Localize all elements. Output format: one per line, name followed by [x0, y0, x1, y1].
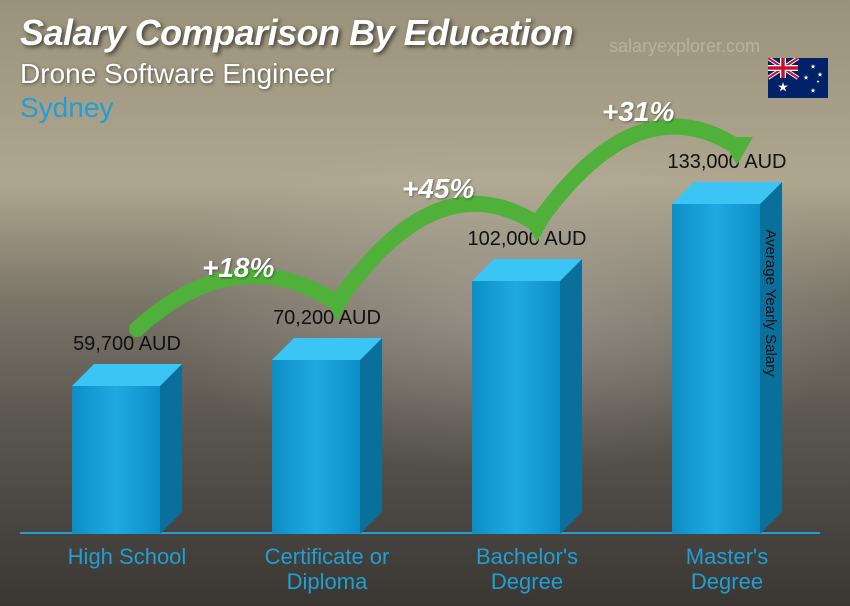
- increase-pct-label: +18%: [202, 252, 274, 284]
- watermark: salaryexplorer.com: [609, 36, 760, 57]
- chart-subtitle: Drone Software Engineer: [20, 58, 573, 90]
- increase-pct-label: +45%: [402, 173, 474, 205]
- header: Salary Comparison By Education Drone Sof…: [20, 12, 573, 124]
- chart-location: Sydney: [20, 92, 573, 124]
- y-axis-label: Average Yearly Salary: [762, 229, 779, 376]
- increase-pct-label: +31%: [602, 96, 674, 128]
- australia-flag-icon: [768, 58, 828, 98]
- chart-title: Salary Comparison By Education: [20, 12, 573, 54]
